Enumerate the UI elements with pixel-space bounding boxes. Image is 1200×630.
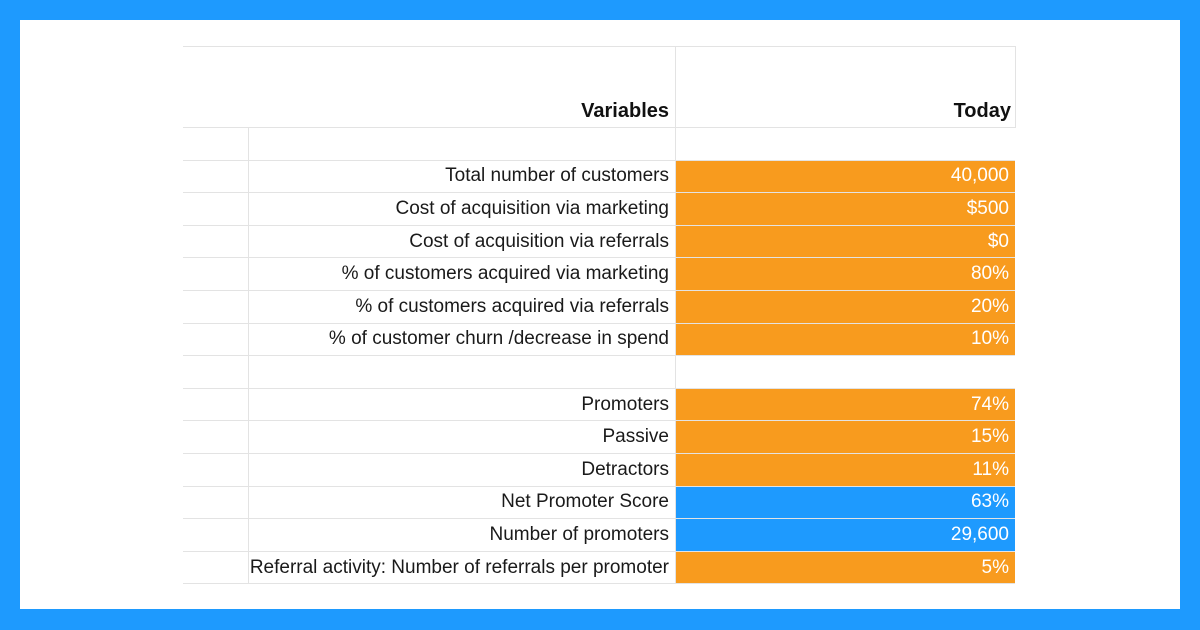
table-row: Detractors 11%	[183, 453, 1015, 487]
table-row: Referral activity: Number of referrals p…	[183, 551, 1015, 585]
today-value-cell[interactable]	[676, 128, 1015, 160]
row-gutter-cell[interactable]	[183, 160, 249, 193]
table-body: Total number of customers 40,000 Cost of a…	[183, 128, 1015, 585]
today-value-cell[interactable]: 74%	[676, 388, 1015, 421]
table-row: Cost of acquisition via referrals $0	[183, 225, 1015, 259]
today-value-cell[interactable]: 63%	[676, 486, 1015, 519]
today-value-cell[interactable]: 10%	[676, 323, 1015, 356]
row-gutter-cell[interactable]	[183, 421, 249, 453]
variable-label-cell[interactable]: Net Promoter Score	[249, 486, 676, 519]
today-value-cell[interactable]: $500	[676, 193, 1015, 225]
row-gutter-cell[interactable]	[183, 323, 249, 356]
row-gutter-cell[interactable]	[183, 356, 249, 388]
today-value-cell[interactable]: 80%	[676, 258, 1015, 290]
row-gutter-cell[interactable]	[183, 519, 249, 551]
today-value-cell[interactable]: 5%	[676, 551, 1015, 584]
row-gutter-cell[interactable]	[183, 551, 249, 584]
row-gutter-cell[interactable]	[183, 290, 249, 323]
table-row	[183, 356, 1015, 389]
today-value-cell[interactable]: $0	[676, 225, 1015, 258]
variable-label-cell[interactable]: % of customers acquired via referrals	[249, 290, 676, 323]
variable-label-cell[interactable]	[249, 356, 676, 388]
variable-label-cell[interactable]: % of customers acquired via marketing	[249, 258, 676, 290]
variable-label-cell[interactable]: Cost of acquisition via referrals	[249, 225, 676, 258]
variables-header[interactable]: Variables	[249, 46, 676, 127]
row-gutter-cell[interactable]	[183, 453, 249, 486]
row-gutter-cell[interactable]	[183, 486, 249, 519]
variable-label-cell[interactable]: Number of promoters	[249, 519, 676, 551]
row-gutter-cell[interactable]	[183, 128, 249, 160]
variable-label-cell[interactable]: Referral activity: Number of referrals p…	[249, 551, 676, 584]
table-row: Passive 15%	[183, 421, 1015, 454]
table-row: % of customers acquired via marketing 80%	[183, 258, 1015, 291]
table-row: Net Promoter Score 63%	[183, 486, 1015, 520]
variable-label-cell[interactable]	[249, 128, 676, 160]
today-value-cell[interactable]: 20%	[676, 290, 1015, 323]
row-gutter-cell[interactable]	[183, 258, 249, 290]
table-row: Number of promoters 29,600	[183, 519, 1015, 552]
row-gutter-cell[interactable]	[183, 388, 249, 421]
today-header[interactable]: Today	[953, 100, 1011, 122]
table-row: % of customers acquired via referrals 20%	[183, 290, 1015, 324]
variable-label-cell[interactable]: Passive	[249, 421, 676, 453]
variable-label-cell[interactable]: % of customer churn /decrease in spend	[249, 323, 676, 356]
today-value-cell[interactable]: 40,000	[676, 160, 1015, 193]
table-row: Promoters 74%	[183, 388, 1015, 422]
table-row: Total number of customers 40,000	[183, 160, 1015, 194]
table-row: % of customer churn /decrease in spend 10…	[183, 323, 1015, 357]
table-row	[183, 128, 1015, 161]
table-row: Cost of acquisition via marketing $500	[183, 193, 1015, 226]
row-gutter-cell[interactable]	[183, 193, 249, 225]
header-row: Variables Today	[183, 46, 1015, 128]
spreadsheet-grid: Variables Today Total number of customer…	[183, 46, 1015, 585]
row-gutter-cell[interactable]	[183, 225, 249, 258]
today-value-cell[interactable]: 29,600	[676, 519, 1015, 551]
variable-label-cell[interactable]: Total number of customers	[249, 160, 676, 193]
variable-label-cell[interactable]: Promoters	[249, 388, 676, 421]
grid-right-border	[1015, 46, 1016, 128]
variable-label-cell[interactable]: Detractors	[249, 453, 676, 486]
grid-top-border	[183, 46, 1015, 47]
spreadsheet-panel: Variables Today Total number of customer…	[20, 20, 1180, 609]
today-value-cell[interactable]: 15%	[676, 421, 1015, 453]
today-value-cell[interactable]	[676, 356, 1015, 388]
variable-label-cell[interactable]: Cost of acquisition via marketing	[249, 193, 676, 225]
today-value-cell[interactable]: 11%	[676, 453, 1015, 486]
